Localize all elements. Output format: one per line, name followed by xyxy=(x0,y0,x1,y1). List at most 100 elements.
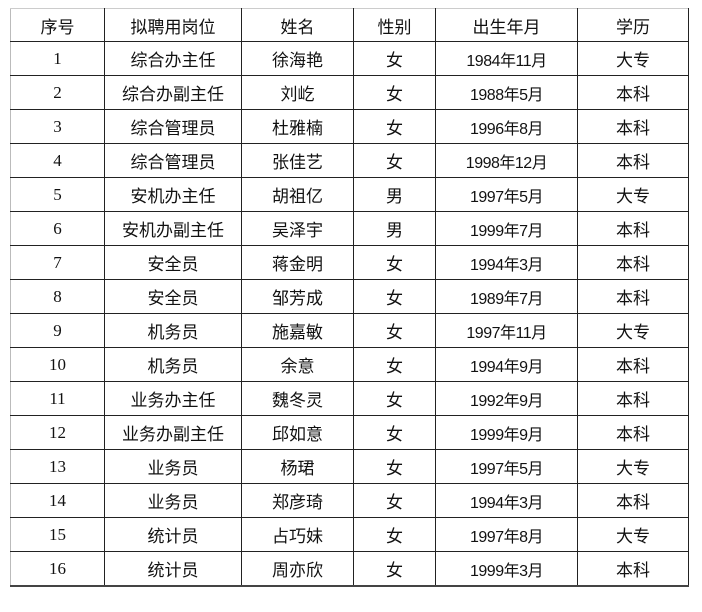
cell-col-position: 综合管理员 xyxy=(104,109,242,144)
cell-col-birth: 1994年3月 xyxy=(435,245,578,280)
cell-col-position: 业务员 xyxy=(104,483,242,518)
cell-col-education: 本科 xyxy=(577,415,689,450)
table-row: 7 安全员 蒋金明女 1994年3月 本科 xyxy=(10,245,689,280)
cell-col-birth: 1992年9月 xyxy=(435,381,578,416)
cell-col-gender: 女 xyxy=(353,143,436,178)
cell-col-birth: 1994年3月 xyxy=(435,483,578,518)
header-col-index: 序号 xyxy=(10,8,105,42)
cell-col-education: 本科 xyxy=(577,109,689,144)
table-row: 14 业务员 郑彦琦女 1994年3月 本科 xyxy=(10,483,689,518)
table-row: 2 综合办副主任 刘屹女 1988年5月 本科 xyxy=(10,75,689,110)
cell-col-gender: 男 xyxy=(353,177,436,212)
cell-col-position: 安全员 xyxy=(104,245,242,280)
header-col-gender: 性别 xyxy=(353,8,436,42)
cell-col-birth: 1996年8月 xyxy=(435,109,578,144)
cell-col-gender: 女 xyxy=(353,551,436,587)
cell-col-education: 大专 xyxy=(577,177,689,212)
cell-col-education: 本科 xyxy=(577,245,689,280)
table-row: 9 机务员 施嘉敏女 1997年11月 大专 xyxy=(10,313,689,348)
cell-col-name: 徐海艳 xyxy=(241,41,354,76)
table-row: 12 业务办副主任 邱如意女 1999年9月 本科 xyxy=(10,415,689,450)
cell-col-index: 3 xyxy=(10,109,105,144)
cell-col-position: 综合管理员 xyxy=(104,143,242,178)
cell-col-position: 安机办副主任 xyxy=(104,211,242,246)
table-row: 5 安机办主任 胡祖亿男 1997年5月 大专 xyxy=(10,177,689,212)
cell-col-name: 施嘉敏 xyxy=(241,313,354,348)
cell-col-education: 本科 xyxy=(577,381,689,416)
cell-col-position: 机务员 xyxy=(104,313,242,348)
cell-col-position: 安机办主任 xyxy=(104,177,242,212)
cell-col-gender: 女 xyxy=(353,279,436,314)
cell-col-gender: 女 xyxy=(353,415,436,450)
cell-col-position: 综合办主任 xyxy=(104,41,242,76)
cell-col-name: 刘屹 xyxy=(241,75,354,110)
cell-col-education: 本科 xyxy=(577,483,689,518)
cell-col-gender: 女 xyxy=(353,41,436,76)
cell-col-birth: 1999年3月 xyxy=(435,551,578,587)
cell-col-index: 15 xyxy=(10,517,105,552)
cell-col-index: 11 xyxy=(10,381,105,416)
cell-col-birth: 1989年7月 xyxy=(435,279,578,314)
cell-col-name: 占巧妹 xyxy=(241,517,354,552)
cell-col-gender: 女 xyxy=(353,109,436,144)
cell-col-index: 6 xyxy=(10,211,105,246)
cell-col-education: 大专 xyxy=(577,41,689,76)
table-row: 16 统计员 周亦欣女 1999年3月 本科 xyxy=(10,551,689,587)
cell-col-name: 周亦欣 xyxy=(241,551,354,587)
table-row: 8 安全员 邹芳成女 1989年7月 本科 xyxy=(10,279,689,314)
header-col-name: 姓名 xyxy=(241,8,354,42)
cell-col-name: 杨珺 xyxy=(241,449,354,484)
cell-col-position: 业务办主任 xyxy=(104,381,242,416)
cell-col-index: 12 xyxy=(10,415,105,450)
cell-col-birth: 1994年9月 xyxy=(435,347,578,382)
cell-col-education: 本科 xyxy=(577,347,689,382)
cell-col-gender: 男 xyxy=(353,211,436,246)
cell-col-gender: 女 xyxy=(353,75,436,110)
cell-col-index: 8 xyxy=(10,279,105,314)
cell-col-index: 9 xyxy=(10,313,105,348)
header-col-education: 学历 xyxy=(577,8,689,42)
cell-col-index: 1 xyxy=(10,41,105,76)
cell-col-birth: 1984年11月 xyxy=(435,41,578,76)
cell-col-index: 5 xyxy=(10,177,105,212)
cell-col-gender: 女 xyxy=(353,381,436,416)
cell-col-education: 大专 xyxy=(577,313,689,348)
cell-col-position: 统计员 xyxy=(104,551,242,587)
cell-col-birth: 1997年8月 xyxy=(435,517,578,552)
cell-col-name: 魏冬灵 xyxy=(241,381,354,416)
cell-col-index: 14 xyxy=(10,483,105,518)
cell-col-position: 统计员 xyxy=(104,517,242,552)
cell-col-index: 16 xyxy=(10,551,105,587)
cell-col-position: 业务办副主任 xyxy=(104,415,242,450)
cell-col-name: 蒋金明 xyxy=(241,245,354,280)
cell-col-index: 10 xyxy=(10,347,105,382)
cell-col-name: 杜雅楠 xyxy=(241,109,354,144)
table-row: 3 综合管理员 杜雅楠女 1996年8月 本科 xyxy=(10,109,689,144)
header-row: 序号 拟聘用岗位 姓名 性别 出生年月 学历 xyxy=(10,8,689,42)
table-row: 15 统计员 占巧妹女 1997年8月 大专 xyxy=(10,517,689,552)
cell-col-name: 张佳艺 xyxy=(241,143,354,178)
cell-col-position: 业务员 xyxy=(104,449,242,484)
cell-col-gender: 女 xyxy=(353,483,436,518)
cell-col-education: 本科 xyxy=(577,211,689,246)
cell-col-birth: 1997年5月 xyxy=(435,449,578,484)
cell-col-birth: 1997年11月 xyxy=(435,313,578,348)
cell-col-position: 安全员 xyxy=(104,279,242,314)
cell-col-gender: 女 xyxy=(353,449,436,484)
table-row: 1 综合办主任 徐海艳女 1984年11月 大专 xyxy=(10,41,689,76)
cell-col-name: 郑彦琦 xyxy=(241,483,354,518)
cell-col-birth: 1999年9月 xyxy=(435,415,578,450)
cell-col-education: 本科 xyxy=(577,143,689,178)
cell-col-name: 吴泽宇 xyxy=(241,211,354,246)
header-col-position: 拟聘用岗位 xyxy=(104,8,242,42)
cell-col-index: 2 xyxy=(10,75,105,110)
cell-col-education: 大专 xyxy=(577,517,689,552)
cell-col-gender: 女 xyxy=(353,517,436,552)
cell-col-name: 胡祖亿 xyxy=(241,177,354,212)
table-row: 10 机务员 余意女 1994年9月 本科 xyxy=(10,347,689,382)
table-row: 13 业务员 杨珺女 1997年5月 大专 xyxy=(10,449,689,484)
cell-col-position: 机务员 xyxy=(104,347,242,382)
cell-col-index: 4 xyxy=(10,143,105,178)
cell-col-education: 大专 xyxy=(577,449,689,484)
cell-col-education: 本科 xyxy=(577,551,689,587)
